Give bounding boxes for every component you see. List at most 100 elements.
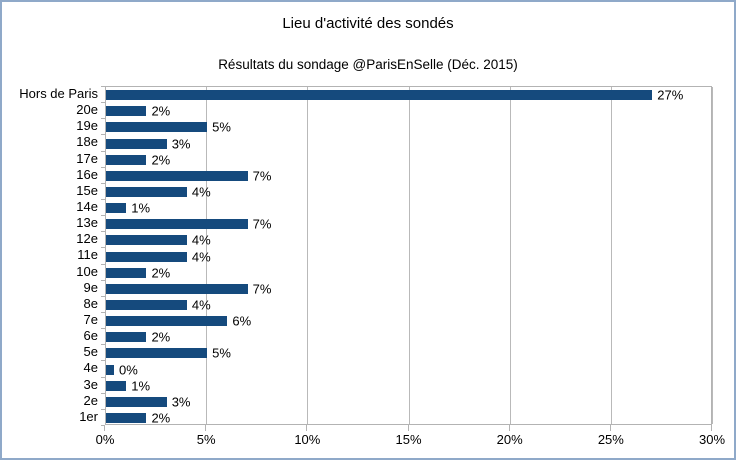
bar <box>106 122 208 133</box>
bar <box>106 219 248 230</box>
x-axis-tick <box>104 425 105 431</box>
bar-value-label: 27% <box>657 87 684 103</box>
bar-value-label: 3% <box>171 394 191 410</box>
y-axis-tick <box>101 215 105 216</box>
bar <box>106 316 228 327</box>
y-axis-tick <box>101 199 105 200</box>
bar-value-label: 3% <box>171 136 191 151</box>
bar-value-label: 2% <box>151 152 171 168</box>
bar-value-label: 7% <box>252 281 272 297</box>
y-axis-label: 15e <box>76 182 98 198</box>
y-axis-tick <box>101 360 105 361</box>
bar-value-label: 1% <box>131 378 151 394</box>
bar-value-label: 7% <box>252 216 272 232</box>
y-axis-tick <box>101 86 105 87</box>
y-axis-label: 8e <box>83 295 98 311</box>
y-axis-tick <box>101 344 105 345</box>
bar <box>106 138 167 149</box>
y-axis-tick <box>101 167 105 168</box>
bar-value-label: 0% <box>119 362 138 377</box>
y-axis-tick <box>101 231 105 232</box>
bar <box>106 154 147 165</box>
y-axis-tick <box>101 118 105 119</box>
y-axis-label: 11e <box>77 247 98 263</box>
bar <box>106 251 187 262</box>
x-axis-label: 30% <box>698 432 726 447</box>
gridline <box>408 87 410 424</box>
y-axis-label: 19e <box>76 118 98 134</box>
bar-value-label: 5% <box>212 345 231 361</box>
y-axis-label: 9e <box>83 279 98 295</box>
y-axis-label: 5e <box>83 344 98 360</box>
bar <box>106 186 187 197</box>
bar-value-label: 6% <box>232 313 252 329</box>
gridline <box>307 87 309 424</box>
x-axis-label: 5% <box>196 432 216 447</box>
y-axis-label: Hors de Paris <box>19 86 98 101</box>
y-axis-label: 20e <box>76 102 98 118</box>
bar-value-label: 4% <box>191 184 211 200</box>
y-axis-tick <box>101 280 105 281</box>
y-axis-tick <box>101 312 105 313</box>
y-axis-tick <box>101 102 105 103</box>
y-axis-tick <box>101 425 105 426</box>
bar-value-label: 4% <box>191 249 211 264</box>
x-axis-tick <box>407 425 409 431</box>
y-axis-label: 12e <box>76 231 98 247</box>
y-axis-labels: Hors de Paris 20e 19e 18e 17e 16e 15e 14e 13e 12e… <box>2 86 98 425</box>
y-axis-tick <box>101 151 105 152</box>
x-axis-label: 10% <box>294 432 321 447</box>
bar <box>106 90 653 101</box>
x-axis-tick <box>508 425 510 431</box>
y-axis-label: 4e <box>83 360 98 376</box>
y-axis-tick <box>101 377 105 378</box>
bar <box>106 364 114 375</box>
y-axis-tick <box>101 296 105 297</box>
y-axis-label: 6e <box>83 328 98 344</box>
gridline <box>206 87 208 424</box>
gridline <box>712 87 713 424</box>
y-axis-tick <box>101 393 105 394</box>
bar <box>106 299 187 310</box>
y-axis-tick <box>101 183 105 184</box>
y-axis-label: 13e <box>76 215 98 231</box>
y-axis-label: 2e <box>83 392 98 408</box>
gridline <box>610 87 612 424</box>
bar <box>106 380 127 391</box>
bar-value-label: 2% <box>151 329 171 345</box>
y-axis-label: 1er <box>79 408 98 424</box>
x-axis-label: 15% <box>395 432 422 447</box>
y-axis-label: 17e <box>76 150 98 166</box>
y-axis-label: 10e <box>76 263 98 279</box>
y-axis-tick <box>101 247 105 248</box>
bar <box>106 332 147 343</box>
y-axis-tick <box>101 328 105 329</box>
bar-value-label: 5% <box>212 119 231 135</box>
y-axis-tick <box>101 409 105 410</box>
bar <box>106 348 208 359</box>
x-axis-label: 20% <box>496 432 523 447</box>
x-axis-tick <box>609 425 611 431</box>
bar-value-label: 2% <box>151 103 171 119</box>
y-axis-tick <box>101 134 105 135</box>
y-axis-label: 18e <box>76 134 98 150</box>
bar-value-label: 4% <box>191 232 211 248</box>
bar <box>106 283 248 294</box>
bar-value-label: 7% <box>252 168 272 184</box>
x-axis-label: 0% <box>95 432 115 447</box>
y-axis-label: 7e <box>83 312 98 327</box>
bar-value-label: 4% <box>191 297 211 313</box>
bar-value-label: 1% <box>131 200 151 216</box>
y-axis-label: 16e <box>76 166 98 182</box>
x-axis-label: 25% <box>597 432 624 447</box>
x-axis-tick <box>711 425 712 431</box>
bar <box>106 203 127 214</box>
bar <box>106 170 248 181</box>
y-axis-tick <box>101 264 105 265</box>
plot-area: 27% 2% 5% 3% 2% 7% 4% 1% 7% 4% 4% 2% 7% 4% 6% 2% 5% 0% 1% 3… <box>105 86 713 425</box>
bar <box>106 396 167 407</box>
bar <box>106 235 187 246</box>
gridline <box>509 87 511 424</box>
chart-title: Lieu d'activité des sondés <box>282 15 454 32</box>
